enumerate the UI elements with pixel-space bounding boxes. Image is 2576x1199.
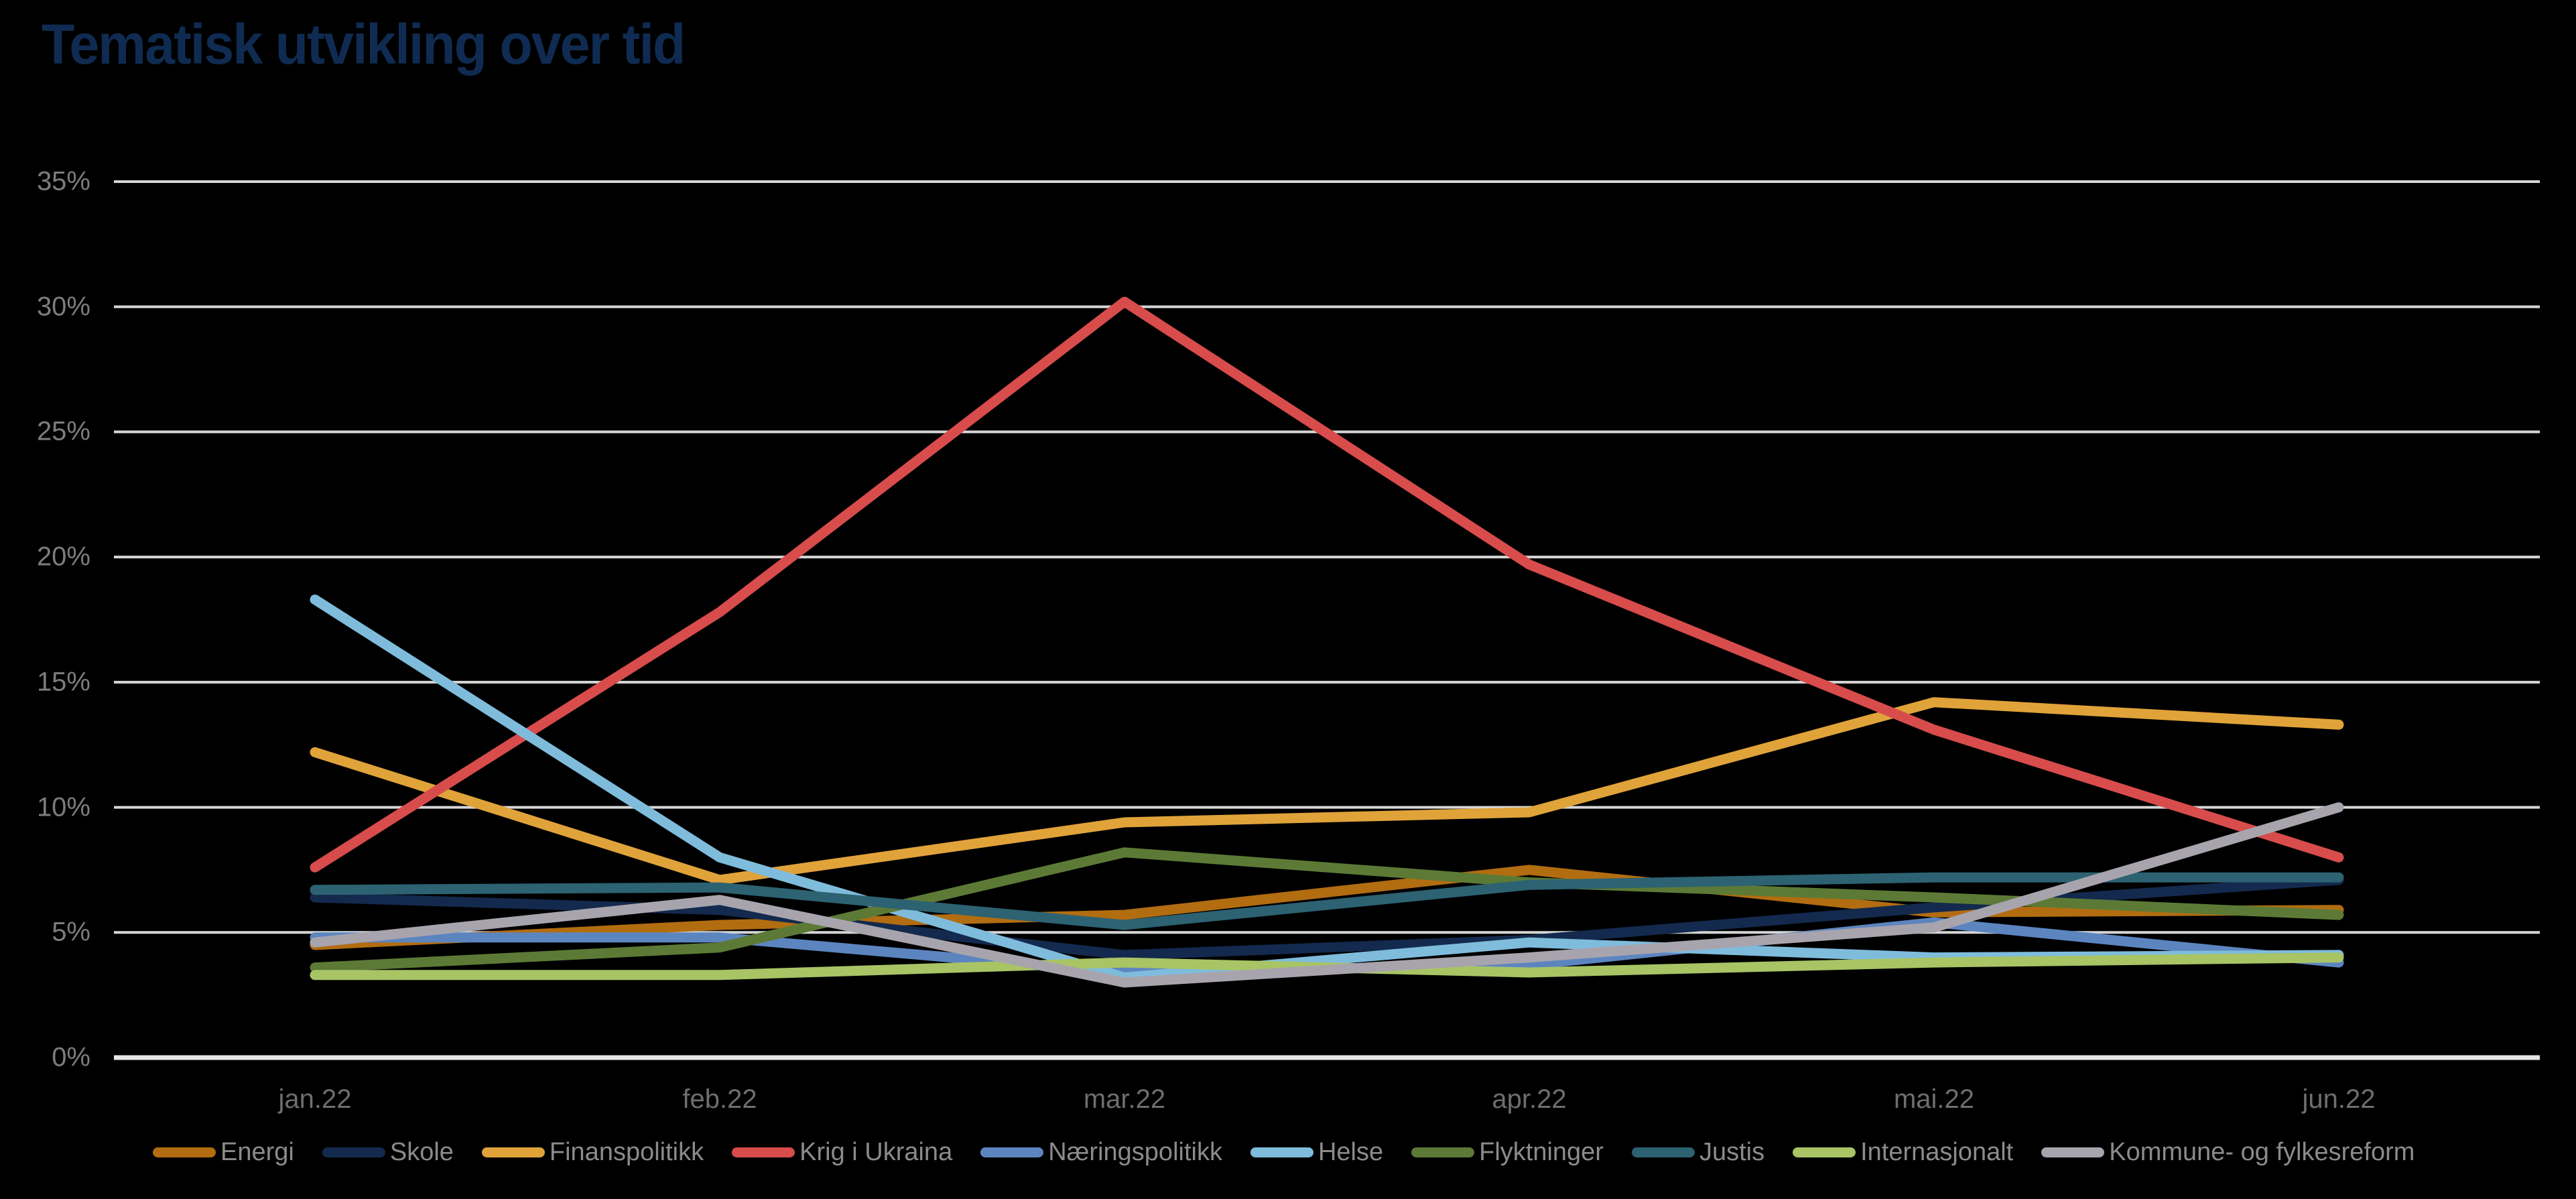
series-line-helse — [310, 594, 2344, 983]
y-tick-label-35%: 35% — [36, 166, 90, 196]
y-tick-label-0%: 0% — [52, 1042, 90, 1072]
legend-swatch-kommune-og-fylkesreform — [2041, 1147, 2105, 1157]
legend-swatch-energi — [153, 1147, 216, 1157]
legend-swatch-flyktninger — [1411, 1147, 1475, 1157]
legend-label-krig-i-ukraina: Krig i Ukraina — [799, 1138, 953, 1166]
legend-item-helse: Helse — [1250, 1138, 1383, 1167]
legend-label-internasjonalt: Internasjonalt — [1860, 1138, 2014, 1166]
series-line-kommune-og-fylkesreform — [310, 802, 2344, 988]
legend-swatch-skole — [322, 1147, 385, 1157]
legend-item-n-ringspolitikk: Næringspolitikk — [980, 1138, 1222, 1167]
y-tick-label-20%: 20% — [36, 542, 90, 572]
legend-label-helse: Helse — [1317, 1138, 1384, 1166]
legend-swatch-krig-i-ukraina — [732, 1147, 795, 1157]
legend-item-justis: Justis — [1631, 1138, 1765, 1167]
legend-swatch-n-ringspolitikk — [980, 1147, 1044, 1157]
legend-item-flyktninger: Flyktninger — [1411, 1138, 1604, 1167]
x-tick-label-jun.22: jun.22 — [2302, 1084, 2376, 1114]
legend-item-krig-i-ukraina: Krig i Ukraina — [732, 1138, 952, 1167]
series-line-justis — [310, 872, 2344, 930]
legend-item-internasjonalt: Internasjonalt — [1793, 1138, 2013, 1167]
series-line-krig-i-ukraina — [310, 296, 2344, 873]
y-tick-label-5%: 5% — [52, 917, 90, 947]
y-tick-label-25%: 25% — [36, 416, 90, 446]
x-tick-label-apr.22: apr.22 — [1492, 1084, 1567, 1114]
legend-label-kommune-og-fylkesreform: Kommune- og fylkesreform — [2109, 1138, 2415, 1166]
y-tick-label-30%: 30% — [36, 292, 90, 322]
series-line-finanspolitikk — [310, 697, 2344, 885]
series-line-flyktninger — [310, 847, 2344, 973]
x-tick-label-mai.22: mai.22 — [1893, 1084, 1975, 1114]
x-tick-label-jan.22: jan.22 — [278, 1084, 352, 1114]
x-tick-label-mar.22: mar.22 — [1083, 1084, 1166, 1114]
legend-swatch-justis — [1631, 1147, 1695, 1157]
y-tick-label-10%: 10% — [36, 792, 90, 822]
legend-item-finanspolitikk: Finanspolitikk — [481, 1138, 704, 1167]
legend: Energi Skole Finanspolitikk Krig i Ukraina N… — [153, 1138, 2485, 1167]
x-tick-label-feb.22: feb.22 — [682, 1084, 757, 1114]
legend-item-kommune-og-fylkesreform: Kommune- og fylkesreform — [2041, 1138, 2414, 1167]
series-lines — [310, 296, 2344, 988]
y-tick-label-15%: 15% — [36, 667, 90, 697]
legend-label-n-ringspolitikk: Næringspolitikk — [1048, 1138, 1222, 1166]
legend-item-skole: Skole — [322, 1138, 454, 1167]
legend-swatch-finanspolitikk — [481, 1147, 545, 1157]
legend-swatch-helse — [1250, 1147, 1313, 1157]
legend-label-flyktninger: Flyktninger — [1479, 1138, 1604, 1166]
chart-title: Tematisk utvikling over tid — [42, 13, 686, 76]
legend-swatch-internasjonalt — [1793, 1147, 1856, 1157]
legend-label-justis: Justis — [1699, 1138, 1765, 1166]
legend-item-energi: Energi — [153, 1138, 294, 1167]
legend-label-finanspolitikk: Finanspolitikk — [549, 1138, 704, 1166]
legend-label-energi: Energi — [220, 1138, 294, 1166]
legend-label-skole: Skole — [389, 1138, 454, 1166]
